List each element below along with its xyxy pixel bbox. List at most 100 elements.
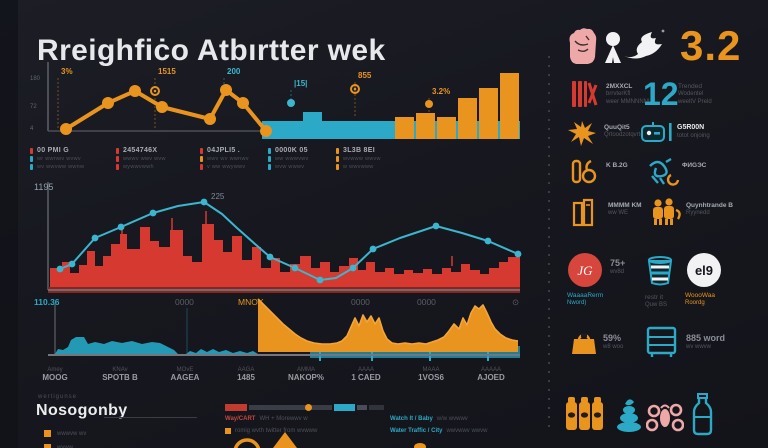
stat-text: MMMM KM ww WE — [608, 202, 642, 218]
stat-line: Trended — [678, 83, 702, 90]
svg-text:1485: 1485 — [237, 373, 255, 382]
legend-label: 04JPLI5 . — [207, 147, 241, 154]
top-chart: 180 72 4 3% 1515 200 |15| 855 3.2% — [30, 62, 520, 139]
progress-segment — [225, 404, 247, 411]
legend-label: wwv wv wwnwv — [207, 156, 249, 162]
progress-segment — [369, 405, 384, 410]
footer-row-label: Watch It / Baby — [390, 416, 433, 422]
svg-text:AMMA: AMMA — [297, 367, 315, 373]
svg-text:180: 180 — [30, 76, 41, 82]
stat-line: Quw BS — [645, 302, 668, 309]
legend-item: wvw wwwv — [268, 164, 309, 170]
legend-marker — [200, 156, 203, 162]
legend-label: 3L3B 8EI — [343, 147, 375, 154]
stat-line: Quynhtrande B — [686, 202, 733, 209]
svg-text:AAGEA: AAGEA — [171, 373, 200, 382]
legend-item: 04JPLI5 . — [200, 147, 249, 154]
legend-label: wvw wwwv — [275, 164, 305, 170]
progress-segment — [249, 403, 332, 411]
svg-text:MNOX: MNOX — [238, 297, 264, 307]
svg-text:3.2%: 3.2% — [432, 87, 450, 96]
orange-square-icon — [44, 430, 51, 437]
svg-text:1 CAED: 1 CAED — [351, 373, 381, 382]
stat-line: ww WE — [608, 210, 628, 217]
legend-label: wwwv wwv wvw — [123, 156, 166, 162]
footer-row: romig wvth twitter from wvwww — [225, 428, 317, 434]
svg-text:JG: JG — [577, 263, 593, 278]
legend-label: v ww wwywwv — [207, 164, 246, 170]
stat-line: Nword) — [567, 300, 587, 307]
footer-heading: Nosogonby — [36, 402, 128, 419]
el-icon: el9 — [686, 252, 722, 293]
legend-item: 0000K 05 — [268, 147, 309, 154]
stat-line: WaaaaRerm — [567, 292, 604, 299]
stat-text: 2MXXCL brrvterKfl weer MMNNNNL — [606, 83, 651, 106]
stat-line: restr it — [645, 294, 664, 301]
stat-text: G5R00N totot onjoing — [677, 124, 710, 140]
big-number: 3.2 — [680, 22, 742, 69]
legend-marker — [116, 147, 119, 154]
stat-line: totot onjoing — [677, 132, 710, 139]
stat-line: WoooWaa — [685, 292, 715, 299]
svg-text:1195: 1195 — [34, 182, 53, 192]
legend-item: wr wwnwv wvwv — [30, 156, 84, 162]
svg-text:200: 200 — [227, 67, 241, 76]
stat-text: restr it Quw BS — [645, 294, 667, 310]
legend-item: wywwvwwh — [116, 164, 166, 170]
svg-text:MAAA: MAAA — [422, 367, 439, 373]
legend-label: wywwvwwh — [123, 164, 154, 170]
legend-column: 3L3B 8EI wvwww wwvw w wwvwww — [336, 147, 381, 172]
stat-line: weeltV Preld — [678, 98, 712, 105]
progress-segment — [357, 405, 367, 410]
footer-legend-label: wwwvw wv — [57, 430, 87, 437]
legend-label: 2454746X — [123, 147, 158, 154]
stat-text: Trended Wodentel weeltV Preld — [678, 83, 712, 106]
stat-text: Quynhtrande B Ryynedd — [686, 202, 733, 218]
basket-icon — [645, 254, 675, 293]
middle-chart: 1195 225 — [34, 182, 522, 293]
stat-line: QuuQit5 — [604, 124, 630, 131]
legend-label: 0000K 05 — [275, 147, 308, 154]
svg-text:1VOS6: 1VOS6 — [418, 373, 444, 382]
bottles-icon — [566, 394, 606, 437]
svg-text:KNAv: KNAv — [112, 367, 127, 373]
footer-caption: wertigunse — [38, 394, 78, 400]
legend-marker — [116, 164, 119, 170]
dotted-divider — [548, 56, 550, 430]
legend-marker — [30, 156, 33, 162]
stat-text: WoooWaa Roordg — [685, 292, 715, 308]
doc-icon — [572, 198, 596, 233]
legend-item: wwwv wwv wvw — [116, 156, 166, 162]
stat-line: Qrtoodzotqvrtg — [604, 132, 644, 139]
stat-line: ΦИGЭC — [682, 162, 707, 169]
legend-marker — [30, 164, 33, 170]
legend-column: 2454746X wwwv wwv wvw wywwvwwh — [116, 147, 166, 172]
footer-row-label: Way/CART — [225, 416, 256, 422]
legend-marker — [336, 147, 339, 154]
footer-row-text: WH + Morewwv w — [259, 416, 308, 422]
svg-text:110.36: 110.36 — [34, 297, 60, 307]
stat-line: weer MMNNNNL — [606, 98, 652, 105]
orange-square-icon — [44, 444, 51, 448]
stat-line: brrvterKfl — [606, 91, 631, 98]
stat-text: QuuQit5 Qrtoodzotqvrtg — [604, 124, 644, 140]
stat-value: 59% — [603, 333, 622, 343]
cairn-icon — [616, 396, 642, 437]
svg-text:0000: 0000 — [175, 297, 194, 307]
person-icon — [601, 31, 625, 70]
jg-icon: JG — [567, 252, 603, 293]
stat-line: Ryynedd — [686, 210, 710, 217]
svg-text:SPOTB B: SPOTB B — [102, 373, 138, 382]
legend-marker — [30, 147, 33, 154]
legend-marker — [268, 156, 271, 162]
legend-marker — [336, 156, 339, 162]
splat-icon — [568, 120, 596, 151]
legend-item: 3L3B 8EI — [336, 147, 381, 154]
svg-text:MOOG: MOOG — [42, 373, 67, 382]
svg-text:0000: 0000 — [417, 297, 436, 307]
footer-row-label: Water Traffic / City — [390, 428, 443, 434]
stat-line: Wodentel — [678, 91, 704, 98]
